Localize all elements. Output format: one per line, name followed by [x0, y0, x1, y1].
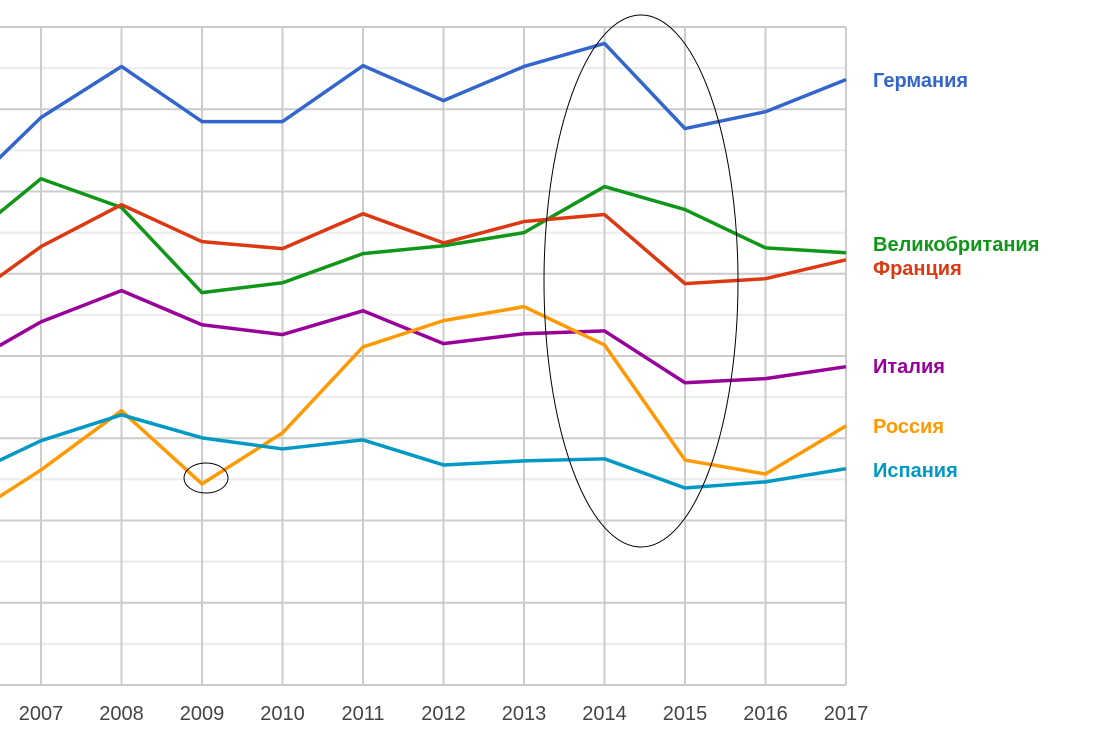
x-tick-label: 2008 — [99, 703, 144, 725]
x-tick-label: 2015 — [663, 703, 708, 725]
x-axis-ticks: 2007 2008 2009 2010 2011 2012 2013 2014 2015 2016… — [19, 703, 869, 725]
series-label: Великобритания — [873, 234, 1039, 256]
x-tick-label: 2016 — [743, 703, 788, 725]
series-label: Россия — [873, 416, 944, 438]
series-line — [0, 202, 847, 286]
series-line — [0, 288, 847, 385]
highlight-ellipse-2009 — [183, 462, 229, 494]
gridlines — [0, 26, 847, 686]
series-line — [0, 177, 847, 295]
x-tick-label: 2011 — [341, 703, 384, 725]
series-lines — [0, 41, 847, 499]
x-tick-label: 2009 — [180, 703, 225, 725]
highlight-ellipse-2014-2015 — [543, 14, 739, 548]
series-label: Германия — [873, 70, 968, 92]
series-label: Италия — [873, 356, 945, 378]
series-line — [0, 304, 847, 499]
x-tick-label: 2017 — [824, 703, 869, 725]
x-tick-label: 2007 — [19, 703, 64, 725]
x-tick-label: 2014 — [582, 703, 627, 725]
series-label: Франция — [873, 258, 962, 280]
x-tick-label: 2010 — [260, 703, 305, 725]
x-tick-label: 2012 — [421, 703, 466, 725]
x-tick-label: 2013 — [502, 703, 547, 725]
series-label: Испания — [873, 460, 958, 482]
annotations — [183, 14, 739, 548]
series-line — [0, 413, 847, 490]
series-line — [0, 41, 847, 160]
